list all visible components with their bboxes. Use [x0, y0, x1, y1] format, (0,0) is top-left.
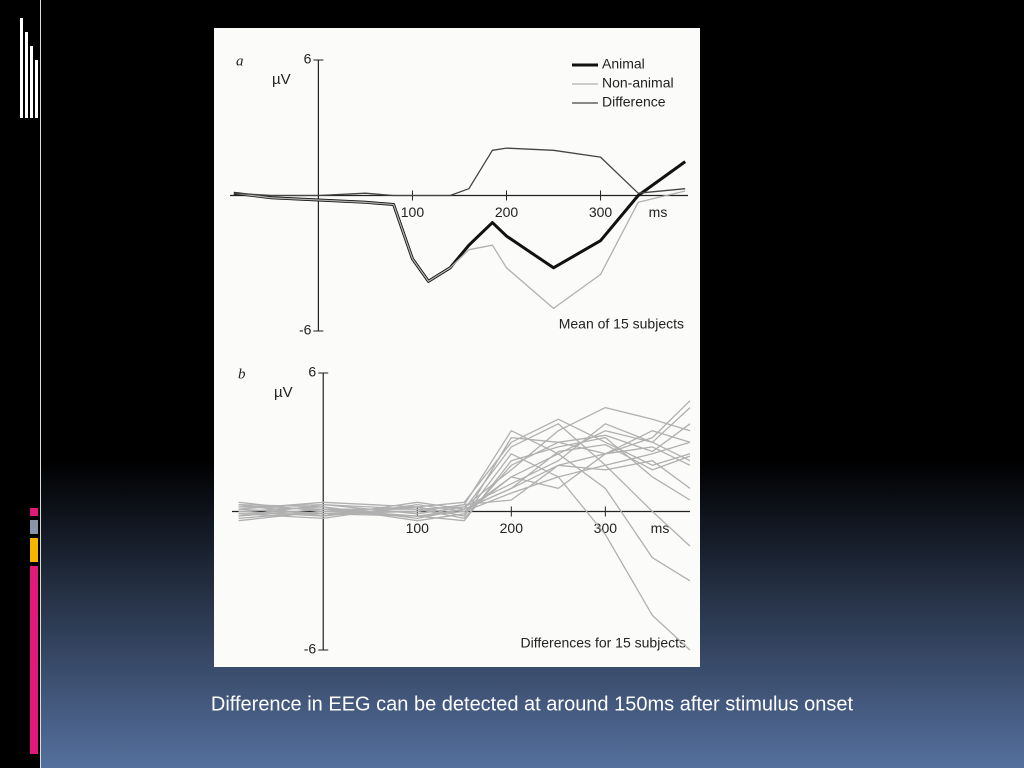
y-tick-label: -6: [299, 322, 312, 338]
series-line: [238, 443, 691, 517]
legend-label: Difference: [602, 94, 666, 110]
x-unit: ms: [649, 204, 668, 220]
y-tick-label: -6: [304, 641, 317, 657]
series-line: [238, 423, 691, 517]
series-line: [238, 441, 691, 520]
figure-panel: [214, 28, 700, 667]
series-line: [238, 423, 691, 517]
annotation: Differences for 15 subjects: [521, 635, 687, 651]
deco-square: [30, 508, 38, 516]
x-tick-label: 200: [495, 204, 519, 220]
caption: Difference in EEG can be detected at aro…: [211, 693, 854, 715]
series-line: [233, 147, 686, 197]
x-tick-label: 100: [406, 520, 430, 536]
y-label: µV: [272, 71, 291, 88]
y-label: µV: [274, 384, 293, 401]
y-tick-label: 6: [308, 364, 316, 380]
x-tick-label: 100: [401, 204, 425, 220]
annotation: Mean of 15 subjects: [559, 316, 684, 332]
legend-label: Non-animal: [602, 75, 674, 91]
legend-label: Animal: [602, 56, 645, 72]
x-tick-label: 300: [594, 520, 618, 536]
deco-square: [30, 538, 38, 562]
series-line: [238, 430, 691, 520]
deco-bar: [30, 566, 38, 754]
series-line: [238, 460, 691, 522]
x-tick-label: 300: [589, 204, 613, 220]
slide-icon: [20, 18, 38, 118]
series-line: [233, 190, 686, 310]
deco-square: [30, 520, 38, 534]
panel-letter: b: [238, 366, 246, 382]
series-line: [238, 453, 691, 651]
y-tick-label: 6: [304, 51, 312, 67]
series-line: [238, 406, 691, 515]
x-unit: ms: [651, 520, 670, 536]
panel-letter: a: [236, 53, 244, 69]
x-tick-label: 200: [500, 520, 524, 536]
